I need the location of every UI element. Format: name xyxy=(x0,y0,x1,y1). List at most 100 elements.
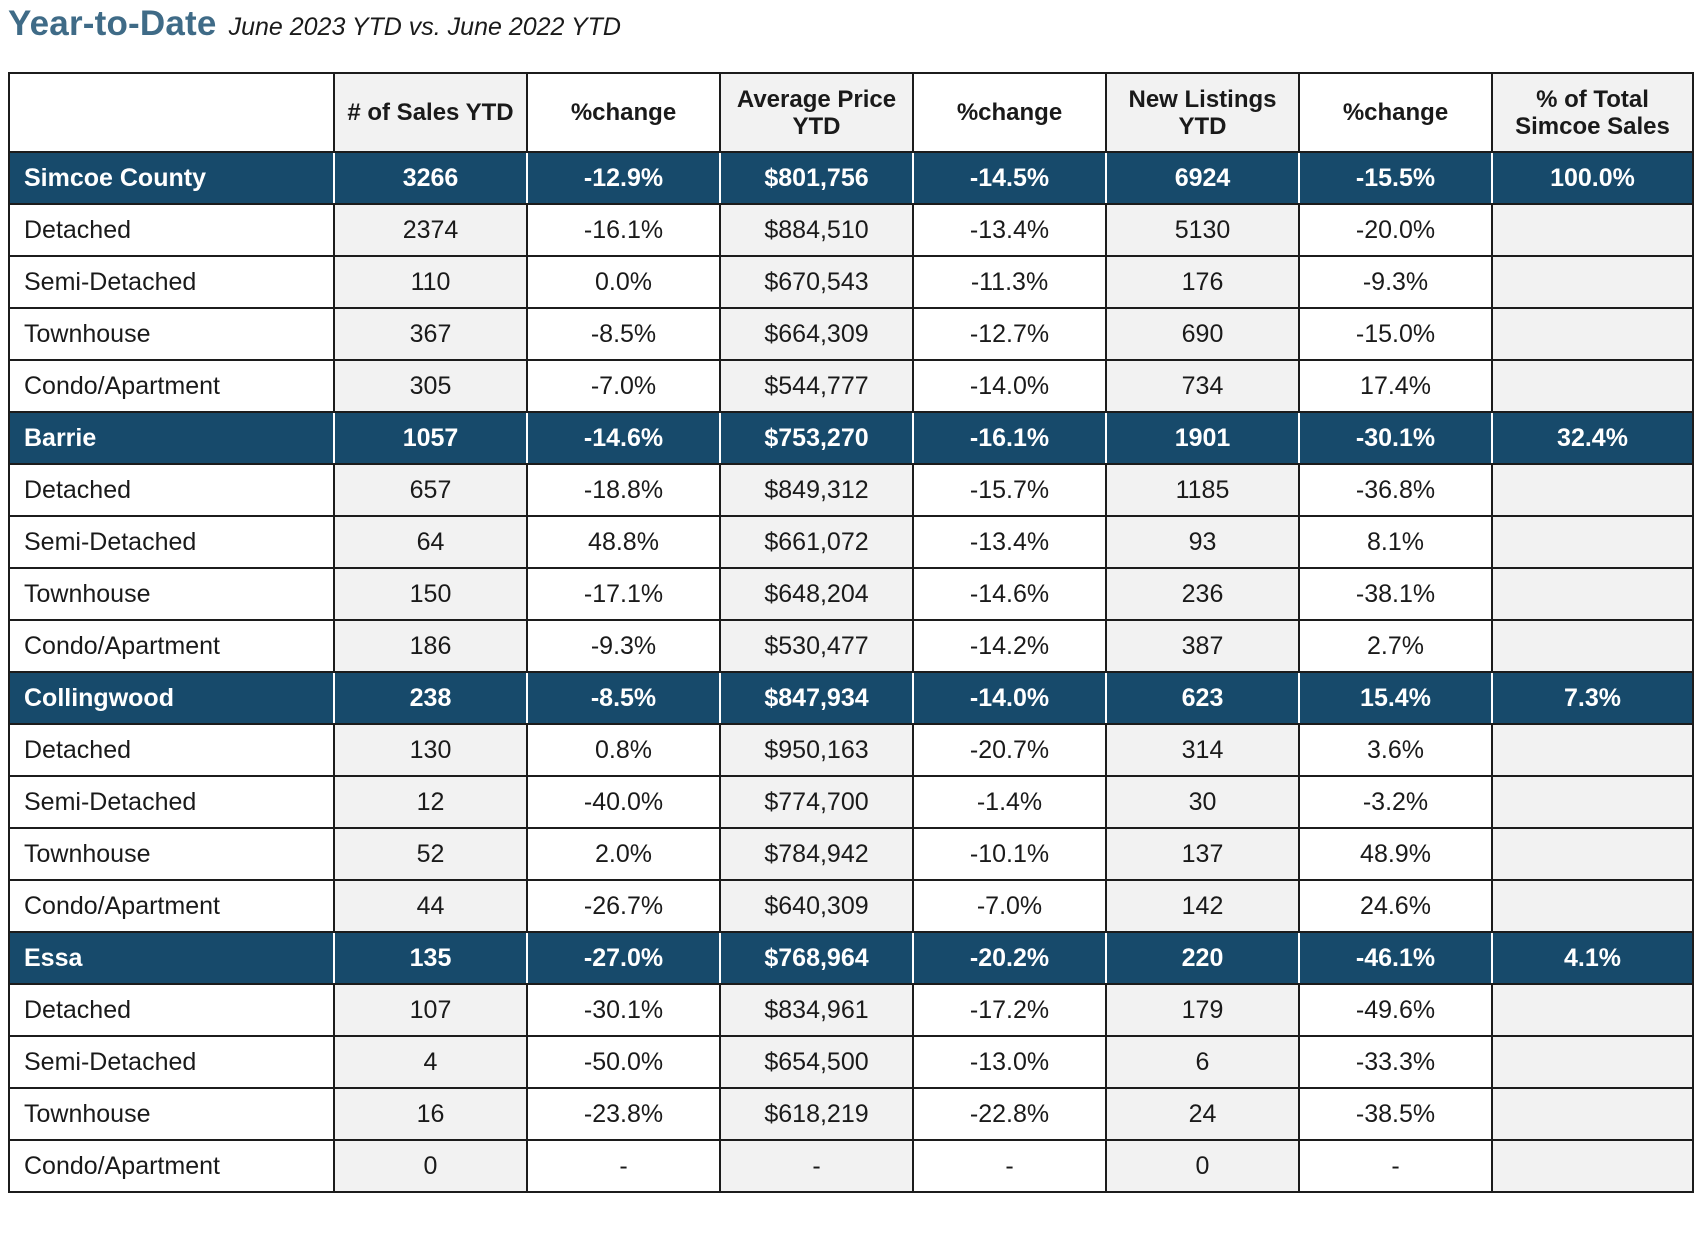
region-row: Essa 135 -27.0% $768,964 -20.2% 220 -46.1% 4.1% xyxy=(8,931,1694,985)
new-listings-cell: 142 xyxy=(1105,879,1300,933)
listings-change-cell: -49.6% xyxy=(1298,983,1493,1037)
percent-total-sales-cell xyxy=(1491,359,1694,413)
table-row: Semi-Detached 12 -40.0% $774,700 -1.4% 30 -3.2… xyxy=(8,775,1694,829)
sales-ytd-cell: 110 xyxy=(333,255,528,309)
row-name-cell: Detached xyxy=(8,983,335,1037)
average-price-cell: $664,309 xyxy=(719,307,914,361)
table-row: Condo/Apartment 186 -9.3% $530,477 -14.2% 387… xyxy=(8,619,1694,673)
header-sales-change: %change xyxy=(526,72,721,153)
new-listings-cell: 690 xyxy=(1105,307,1300,361)
table-row: Condo/Apartment 0- - -0- xyxy=(8,1139,1694,1193)
price-change-cell: -13.4% xyxy=(912,203,1107,257)
percent-total-sales-cell: 100.0% xyxy=(1491,151,1694,205)
row-name-cell: Townhouse xyxy=(8,827,335,881)
new-listings-cell: 1185 xyxy=(1105,463,1300,517)
percent-total-sales-cell xyxy=(1491,775,1694,829)
price-change-cell: -7.0% xyxy=(912,879,1107,933)
new-listings-cell: 220 xyxy=(1105,931,1300,985)
row-name-cell: Condo/Apartment xyxy=(8,359,335,413)
region-row: Collingwood 238 -8.5% $847,934 -14.0% 623 15.4… xyxy=(8,671,1694,725)
region-name: Collingwood xyxy=(8,671,335,725)
sales-ytd-cell: 2374 xyxy=(333,203,528,257)
average-price-cell: $849,312 xyxy=(719,463,914,517)
sales-ytd-cell: 52 xyxy=(333,827,528,881)
percent-total-sales-cell xyxy=(1491,307,1694,361)
new-listings-cell: 179 xyxy=(1105,983,1300,1037)
sales-ytd-cell: 305 xyxy=(333,359,528,413)
sales-ytd-cell: 150 xyxy=(333,567,528,621)
new-listings-cell: 176 xyxy=(1105,255,1300,309)
page-subtitle: June 2023 YTD vs. June 2022 YTD xyxy=(228,13,621,41)
sales-ytd-cell: 130 xyxy=(333,723,528,777)
row-name-cell: Condo/Apartment xyxy=(8,619,335,673)
average-price-cell: $661,072 xyxy=(719,515,914,569)
new-listings-cell: 5130 xyxy=(1105,203,1300,257)
percent-total-sales-cell xyxy=(1491,723,1694,777)
sales-change-cell: -50.0% xyxy=(526,1035,721,1089)
average-price-cell: $950,163 xyxy=(719,723,914,777)
listings-change-cell: -36.8% xyxy=(1298,463,1493,517)
price-change-cell: - xyxy=(912,1139,1107,1193)
percent-total-sales-cell xyxy=(1491,1139,1694,1193)
new-listings-cell: 623 xyxy=(1105,671,1300,725)
sales-change-cell: -23.8% xyxy=(526,1087,721,1141)
sales-ytd-cell: 0 xyxy=(333,1139,528,1193)
row-name-cell: Detached xyxy=(8,203,335,257)
price-change-cell: -13.4% xyxy=(912,515,1107,569)
row-name-cell: Condo/Apartment xyxy=(8,879,335,933)
header-new-listings-ytd: New Listings YTD xyxy=(1105,72,1300,153)
sales-change-cell: -12.9% xyxy=(526,151,721,205)
sales-ytd-cell: 135 xyxy=(333,931,528,985)
average-price-cell: $801,756 xyxy=(719,151,914,205)
price-change-cell: -22.8% xyxy=(912,1087,1107,1141)
sales-change-cell: -14.6% xyxy=(526,411,721,465)
listings-change-cell: -38.1% xyxy=(1298,567,1493,621)
sales-ytd-cell: 4 xyxy=(333,1035,528,1089)
region-name: Essa xyxy=(8,931,335,985)
sales-change-cell: -26.7% xyxy=(526,879,721,933)
percent-total-sales-cell: 32.4% xyxy=(1491,411,1694,465)
price-change-cell: -16.1% xyxy=(912,411,1107,465)
price-change-cell: -15.7% xyxy=(912,463,1107,517)
new-listings-cell: 387 xyxy=(1105,619,1300,673)
sales-ytd-cell: 657 xyxy=(333,463,528,517)
header-price-change: %change xyxy=(912,72,1107,153)
table-row: Townhouse 16 -23.8% $618,219 -22.8% 24 -38.5% xyxy=(8,1087,1694,1141)
price-change-cell: -14.2% xyxy=(912,619,1107,673)
new-listings-cell: 314 xyxy=(1105,723,1300,777)
price-change-cell: -14.0% xyxy=(912,671,1107,725)
average-price-cell: $544,777 xyxy=(719,359,914,413)
average-price-cell: $768,964 xyxy=(719,931,914,985)
region-name: Simcoe County xyxy=(8,151,335,205)
listings-change-cell: -46.1% xyxy=(1298,931,1493,985)
new-listings-cell: 30 xyxy=(1105,775,1300,829)
sales-change-cell: -30.1% xyxy=(526,983,721,1037)
listings-change-cell: -30.1% xyxy=(1298,411,1493,465)
region-row: Simcoe County 3266 -12.9% $801,756 -14.5% 692… xyxy=(8,151,1694,205)
percent-total-sales-cell xyxy=(1491,567,1694,621)
price-change-cell: -14.5% xyxy=(912,151,1107,205)
price-change-cell: -20.2% xyxy=(912,931,1107,985)
sales-ytd-cell: 238 xyxy=(333,671,528,725)
sales-change-cell: 48.8% xyxy=(526,515,721,569)
sales-ytd-cell: 3266 xyxy=(333,151,528,205)
average-price-cell: $884,510 xyxy=(719,203,914,257)
listings-change-cell: -3.2% xyxy=(1298,775,1493,829)
table-row: Detached 130 0.8% $950,163 -20.7% 314 3.6% xyxy=(8,723,1694,777)
region-row: Barrie 1057 -14.6% $753,270 -16.1% 1901 -30.1%… xyxy=(8,411,1694,465)
new-listings-cell: 93 xyxy=(1105,515,1300,569)
table-row: Semi-Detached 4 -50.0% $654,500 -13.0% 6 -33.3… xyxy=(8,1035,1694,1089)
listings-change-cell: 17.4% xyxy=(1298,359,1493,413)
row-name-cell: Condo/Apartment xyxy=(8,1139,335,1193)
listings-change-cell: 48.9% xyxy=(1298,827,1493,881)
percent-total-sales-cell xyxy=(1491,879,1694,933)
row-name-cell: Semi-Detached xyxy=(8,515,335,569)
average-price-cell: $847,934 xyxy=(719,671,914,725)
listings-change-cell: 24.6% xyxy=(1298,879,1493,933)
new-listings-cell: 24 xyxy=(1105,1087,1300,1141)
table-row: Townhouse 367 -8.5% $664,309 -12.7% 690 -15.0% xyxy=(8,307,1694,361)
header-sales-ytd: # of Sales YTD xyxy=(333,72,528,153)
sales-ytd-cell: 44 xyxy=(333,879,528,933)
sales-change-cell: -40.0% xyxy=(526,775,721,829)
percent-total-sales-cell xyxy=(1491,827,1694,881)
